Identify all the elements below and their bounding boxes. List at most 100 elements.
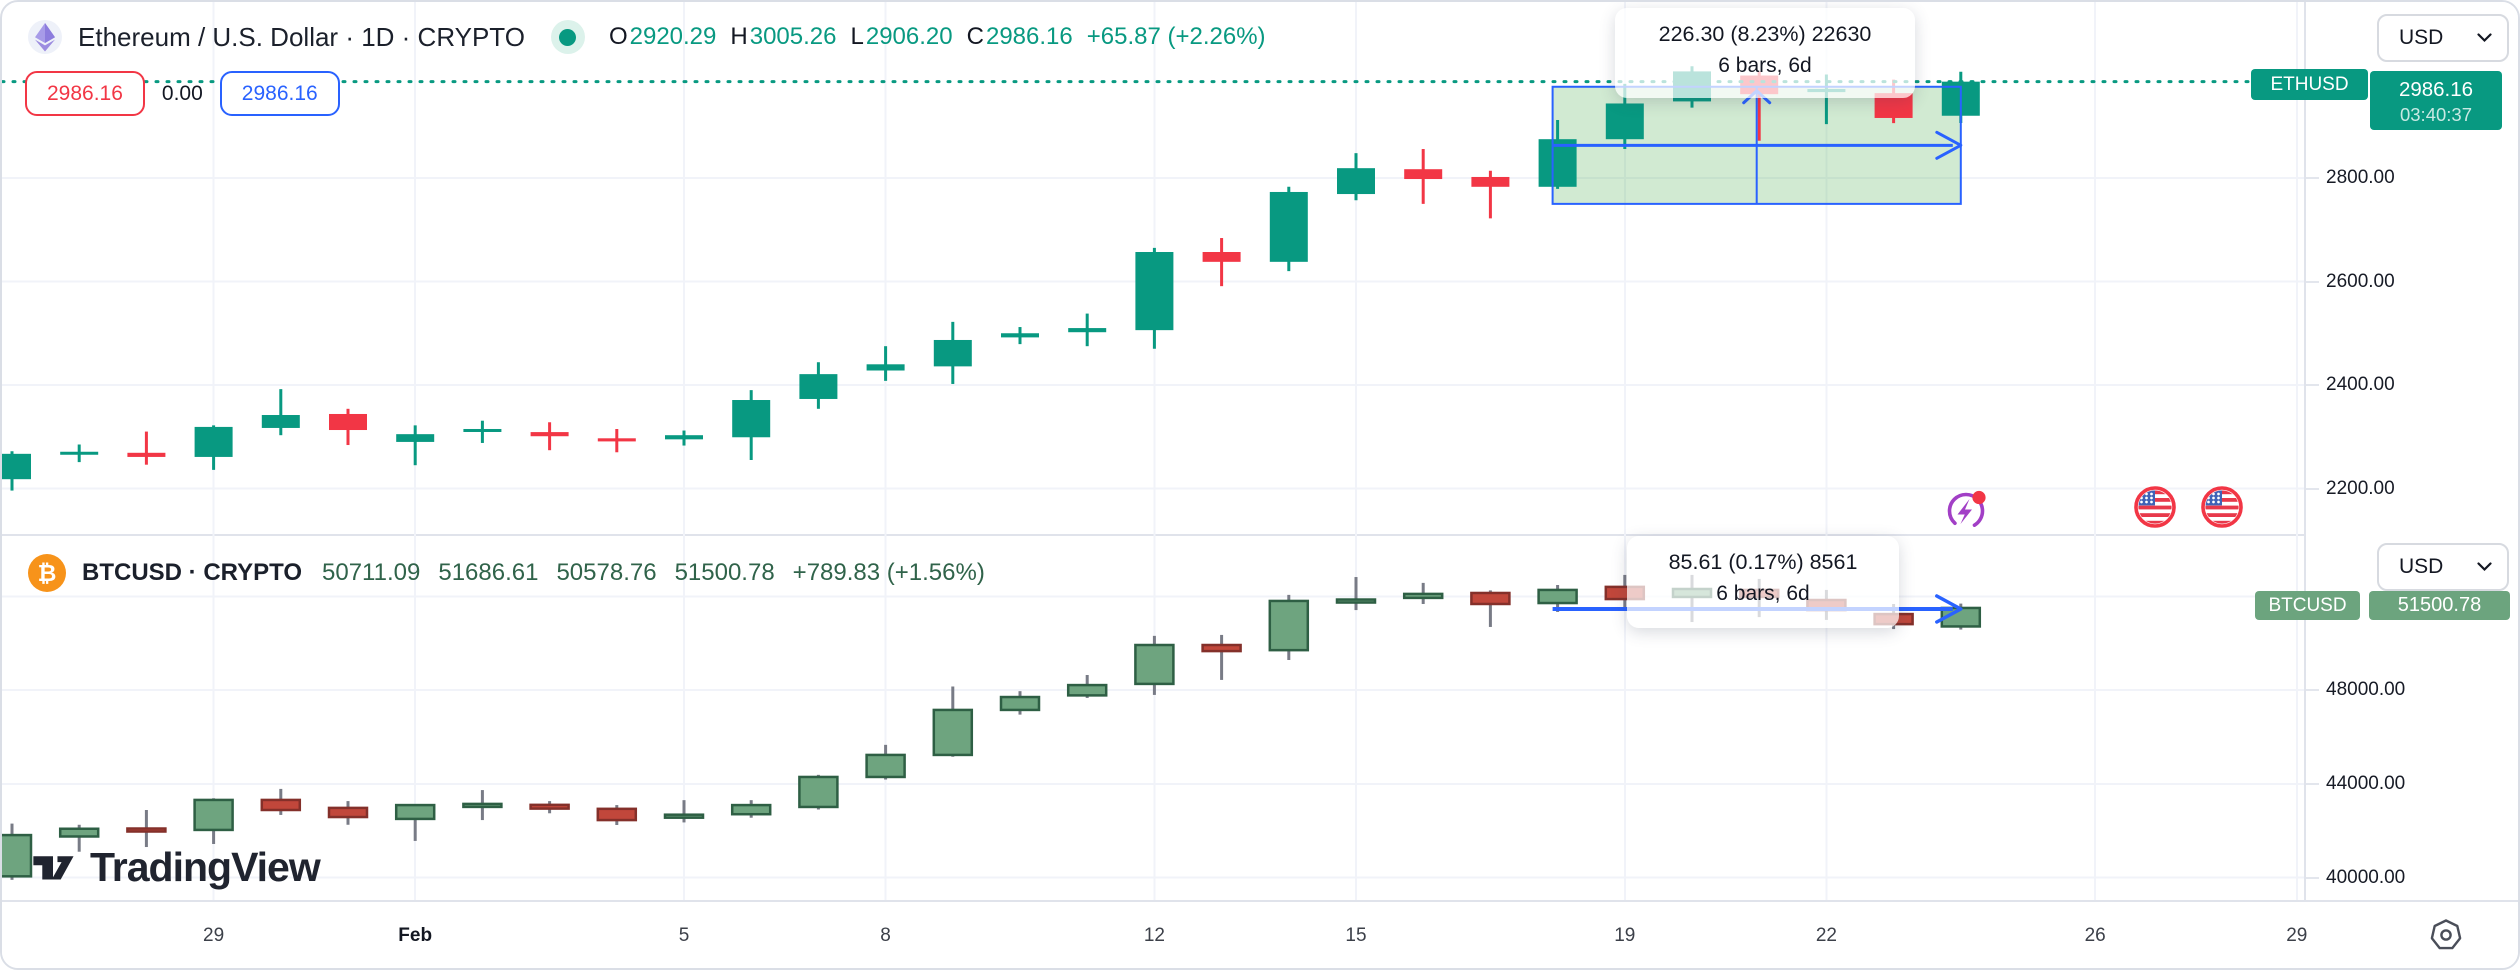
candle [597,428,636,453]
btc-low-value: 50578.76 [556,559,657,586]
candle [126,810,167,848]
candle [1404,149,1443,204]
axis-tick [2306,487,2319,490]
eth-chart-canvas[interactable] [2,2,2304,534]
candle [1471,170,1510,219]
low-value: 2906.20 [865,23,953,50]
price-axis-label: 48000.00 [2326,679,2406,700]
btc-ohlc-row: 50711.09 51686.61 50578.76 51500.78 +789… [322,559,985,587]
instant-trading-icon[interactable] [1943,487,1989,538]
candle [1268,594,1310,660]
candle [1337,153,1375,201]
price-axis-label: 40000.00 [2326,866,2406,888]
tradingview-logo-mark [33,856,74,880]
close-label: C [966,23,984,50]
low-label: L [850,23,864,50]
time-axis-label: 5 [678,925,690,946]
btc-symbol-header: ₿ BTCUSD · CRYPTO 50711.09 51686.61 5057… [28,552,985,594]
candle [799,362,838,409]
measure-range-text: 226.30 (8.23%) 22630 [1658,22,1872,46]
axis-tick [2306,177,2319,179]
candle [529,801,570,814]
time-axis-label: 29 [2286,925,2308,946]
candle [194,425,233,470]
time-axis-label: Feb [398,925,433,946]
measure-tooltip-btc: 85.61 (0.17%) 8561 6 bars, 6d [1627,536,1899,628]
candle [1269,186,1308,272]
tradingview-logo[interactable]: TradingView [28,842,321,892]
candle [1470,590,1511,627]
candle [127,431,166,465]
candle [327,801,369,825]
candle [261,389,300,436]
eth-last-price: 2986.16 [2398,78,2474,101]
candle [999,691,1041,715]
eth-symbol-tag: ETHUSD [2251,69,2368,100]
measure-bars-text: 6 bars, 6d [1718,54,1812,77]
price-axis-label: 44000.00 [2326,772,2406,794]
candle [665,430,703,446]
us-economic-event-icon[interactable] [2133,485,2177,534]
candle [1335,577,1377,611]
open-value: 2920.29 [629,23,717,50]
price-label-red[interactable]: 2986.16 [25,71,145,116]
candle [1068,313,1107,347]
eth-currency-dropdown[interactable]: USD [2377,14,2509,62]
btc-change-value: +789.83 (+1.56%) [792,559,985,586]
btc-currency-label: USD [2399,555,2444,578]
candle [1202,238,1241,287]
btc-symbol-title[interactable]: BTCUSD · CRYPTO [82,559,303,586]
chevron-down-icon [2477,33,2492,43]
time-axis[interactable]: 29 Feb 5 8 12 15 19 22 26 29 [2,900,2518,968]
candle [1001,327,1039,345]
eth-currency-label: USD [2399,26,2444,49]
candle [260,788,302,815]
candle [329,408,367,446]
candle [58,824,100,852]
price-axis-label: 2200.00 [2326,477,2395,499]
axis-tick [2306,782,2319,785]
price-axis-label: 2800.00 [2326,167,2395,188]
price-axis[interactable]: USD USD 2800.00 2600.00 2400.00 2200.00 4800… [2304,2,2518,900]
timezone-settings-icon[interactable] [2427,916,2465,959]
candle [798,774,839,810]
open-label: O [608,23,628,50]
candle [1066,675,1108,698]
candle [396,425,435,466]
btc-high-value: 51686.61 [438,559,539,586]
candle [1538,120,1577,189]
candle [193,798,234,844]
btc-currency-dropdown[interactable]: USD [2377,543,2509,591]
measure-tooltip-eth: 226.30 (8.23%) 22630 6 bars, 6d [1615,8,1915,98]
candle [2,823,33,880]
time-axis-label: 26 [2084,925,2106,946]
btc-symbol-tag: BTCUSD [2255,591,2360,620]
axis-tick [2306,384,2319,386]
price-axis-label: 2600.00 [2326,270,2395,292]
time-axis-label: 8 [880,925,891,946]
btc-last-price-tag: 51500.78 [2369,591,2510,620]
candle [1402,582,1444,604]
candle [866,346,905,381]
time-axis-label: 15 [1345,925,1367,946]
market-status-icon [550,20,585,54]
eth-symbol-title[interactable]: Ethereum / U.S. Dollar · 1D · CRYPTO [78,21,525,52]
price-label-blue[interactable]: 2986.16 [219,71,340,116]
us-economic-event-icon[interactable] [2200,485,2244,534]
btc-close-value: 51500.78 [674,559,775,586]
candle [732,390,771,461]
candle [1135,247,1174,349]
axis-tick [2306,689,2319,691]
axis-tick [2306,876,2319,879]
time-axis-label: 22 [1815,925,1837,946]
candle [60,444,99,463]
eth-countdown-timer: 03:40:37 [2399,104,2472,125]
eth-last-price-tag: 2986.16 03:40:37 [2370,71,2502,130]
candle [394,803,436,841]
candle [596,805,638,825]
eth-ohlc-row: O 2920.29 H 3005.26 L 2906.20 C 2986.16 +65.… [609,23,1266,51]
time-axis-label: 29 [203,925,225,946]
high-value: 3005.26 [749,23,837,50]
high-label: H [730,23,748,50]
